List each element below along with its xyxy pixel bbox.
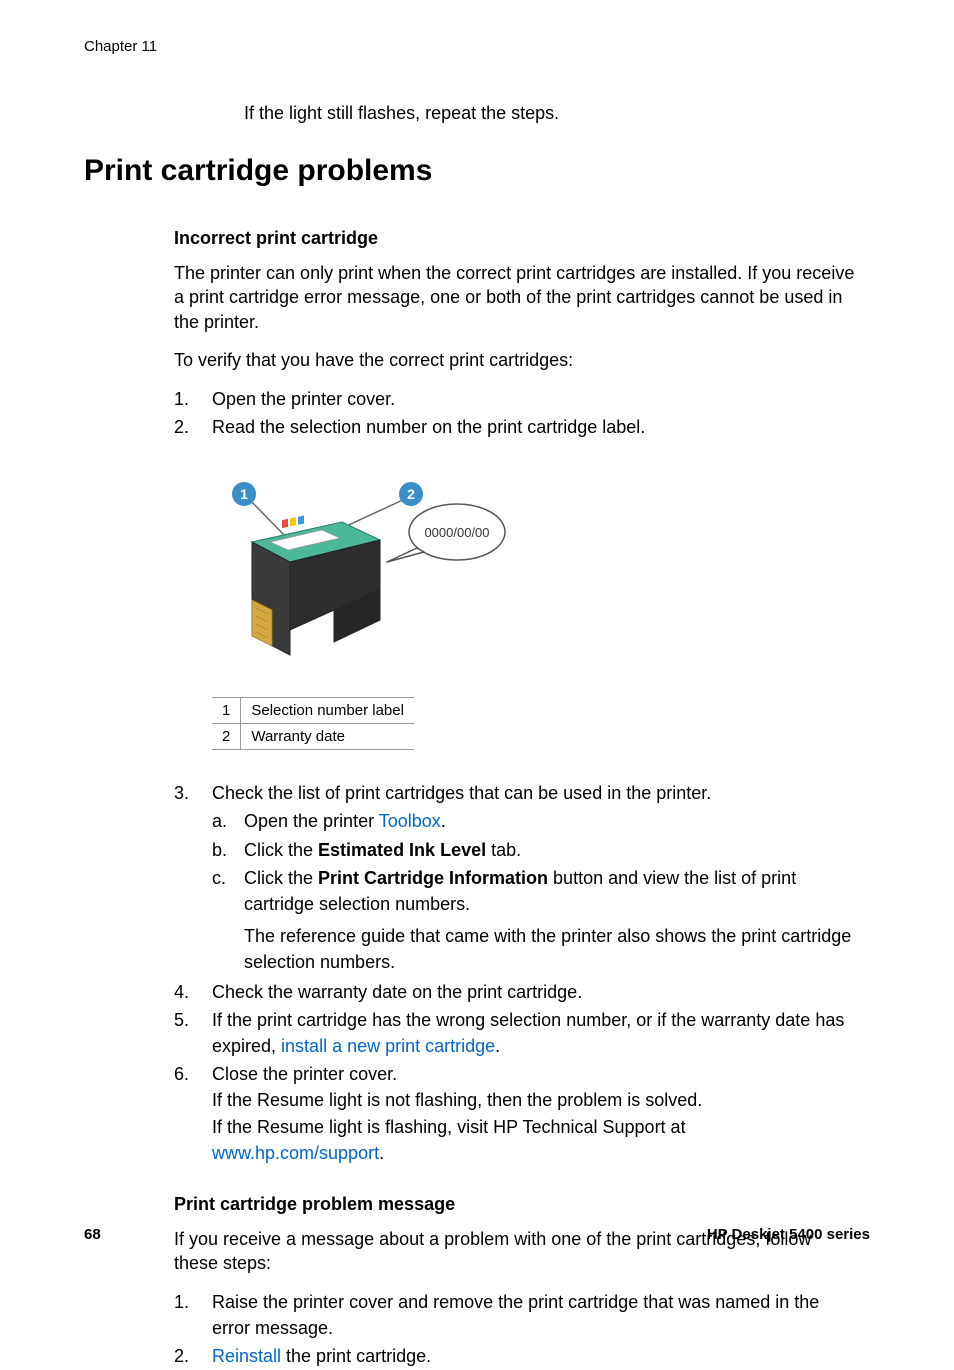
table-row: 1 Selection number label	[212, 698, 414, 724]
para-verify: To verify that you have the correct prin…	[174, 348, 860, 372]
list-item: c. Click the Print Cartridge Information…	[212, 865, 860, 975]
list-item: 1. Raise the printer cover and remove th…	[174, 1289, 860, 1341]
subheading-problem-msg: Print cartridge problem message	[174, 1194, 860, 1215]
step-text: Close the printer cover.	[212, 1064, 397, 1084]
step-text: Check the warranty date on the print car…	[212, 979, 860, 1005]
step-text: Open the printer cover.	[212, 386, 860, 412]
step-text: Read the selection number on the print c…	[212, 414, 860, 440]
cartridge-illustration: 1 2 0000/00/00	[212, 470, 512, 680]
step-text: Check the list of print cartridges that …	[212, 783, 711, 803]
step-text: Raise the printer cover and remove the p…	[212, 1289, 860, 1341]
list-item: 2. Reinstall the print cartridge.	[174, 1343, 860, 1369]
table-row: 2 Warranty date	[212, 724, 414, 750]
list-item: 1. Open the printer cover.	[174, 386, 860, 412]
resume-ok-text: If the Resume light is not flashing, the…	[212, 1090, 702, 1110]
page-footer: 68 HP Deskjet 5400 series	[84, 1226, 870, 1243]
subheading-incorrect: Incorrect print cartridge	[174, 228, 860, 249]
chapter-label: Chapter 11	[84, 38, 870, 55]
ref-guide-note: The reference guide that came with the p…	[244, 923, 860, 975]
intro-text: If the light still flashes, repeat the s…	[244, 103, 870, 124]
svg-text:2: 2	[407, 486, 415, 502]
verify-steps-list-cont: 3. Check the list of print cartridges th…	[174, 780, 860, 1165]
page-title: Print cartridge problems	[84, 154, 870, 188]
legend-label: Selection number label	[241, 698, 414, 724]
list-item: 3. Check the list of print cartridges th…	[174, 780, 860, 977]
verify-steps-list: 1. Open the printer cover. 2. Read the s…	[174, 386, 860, 440]
button-name: Print Cartridge Information	[318, 868, 548, 888]
list-item: 5. If the print cartridge has the wrong …	[174, 1007, 860, 1059]
list-item: 2. Read the selection number on the prin…	[174, 414, 860, 440]
tab-name: Estimated Ink Level	[318, 840, 486, 860]
reinstall-link[interactable]: Reinstall	[212, 1346, 281, 1366]
problem-steps-list: 1. Raise the printer cover and remove th…	[174, 1289, 860, 1369]
install-cartridge-link[interactable]: install a new print cartridge	[281, 1036, 495, 1056]
page-number: 68	[84, 1226, 101, 1243]
svg-text:0000/00/00: 0000/00/00	[424, 525, 489, 540]
support-link[interactable]: www.hp.com/support	[212, 1143, 379, 1163]
list-item: 6. Close the printer cover. If the Resum…	[174, 1061, 860, 1165]
svg-text:1: 1	[240, 486, 248, 502]
sub-steps-list: a. Open the printer Toolbox. b. Click th…	[212, 808, 860, 975]
toolbox-link[interactable]: Toolbox	[379, 811, 441, 831]
cartridge-figure: 1 2 0000/00/00	[212, 470, 860, 750]
legend-label: Warranty date	[241, 724, 414, 750]
list-item: a. Open the printer Toolbox.	[212, 808, 860, 834]
list-item: b. Click the Estimated Ink Level tab.	[212, 837, 860, 863]
legend-num: 1	[212, 698, 241, 724]
figure-legend-table: 1 Selection number label 2 Warranty date	[212, 697, 414, 750]
list-item: 4. Check the warranty date on the print …	[174, 979, 860, 1005]
product-name: HP Deskjet 5400 series	[707, 1226, 870, 1243]
legend-num: 2	[212, 724, 241, 750]
para-intro: The printer can only print when the corr…	[174, 261, 860, 334]
